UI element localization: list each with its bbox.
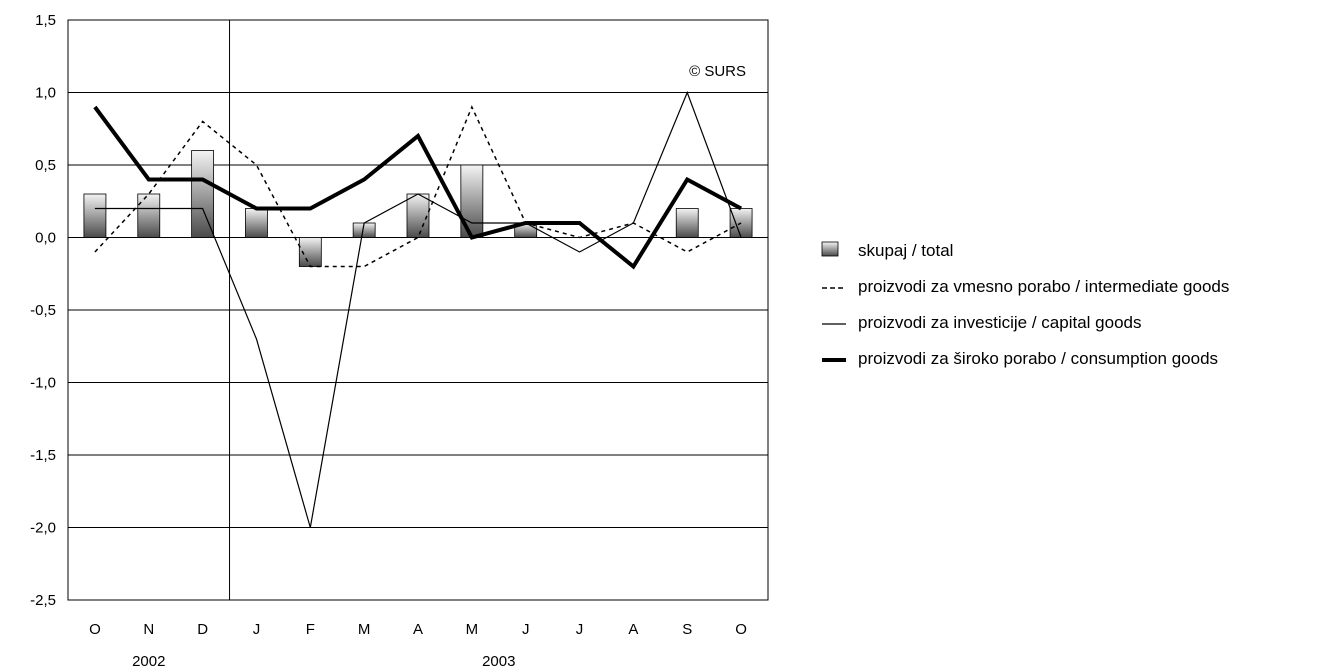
y-tick-label: -2,0 <box>30 520 56 537</box>
x-tick-label: J <box>253 621 261 638</box>
bar-total <box>406 193 430 238</box>
x-tick-label: M <box>466 621 479 638</box>
y-tick-label: 1,0 <box>35 85 56 102</box>
x-tick-label: F <box>306 621 315 638</box>
x-tick-label: A <box>413 621 423 638</box>
copyright-annotation: © SURS <box>689 63 746 80</box>
y-tick-label: -1,5 <box>30 447 56 464</box>
legend-label: proizvodi za vmesno porabo / intermediat… <box>858 277 1229 296</box>
plot-frame <box>67 19 769 601</box>
y-tick-label: -1,0 <box>30 375 56 392</box>
y-tick-label: 0,0 <box>35 230 56 247</box>
bar-total <box>675 208 699 238</box>
y-tick-label: -0,5 <box>30 302 56 319</box>
x-tick-label: S <box>682 621 692 638</box>
x-tick-label: J <box>522 621 530 638</box>
bar-total <box>191 150 215 238</box>
bar-total <box>245 208 268 238</box>
legend-label: skupaj / total <box>858 241 953 260</box>
legend-label: proizvodi za široko porabo / consumption… <box>858 349 1218 368</box>
x-tick-label: M <box>358 621 371 638</box>
x-tick-label: J <box>576 621 584 638</box>
x-tick-label: O <box>735 621 747 638</box>
year-label: 2003 <box>482 653 515 668</box>
bar-total <box>137 193 161 238</box>
bar-total <box>83 193 107 238</box>
x-tick-label: A <box>628 621 638 638</box>
year-label: 2002 <box>132 653 165 668</box>
legend: skupaj / total proizvodi za vmesno porabo… <box>821 241 1229 368</box>
y-tick-label: -2,5 <box>30 592 56 609</box>
y-tick-label: 1,5 <box>35 12 56 29</box>
line-capital-goods <box>94 90 742 528</box>
legend-label: proizvodi za investicije / capital goods <box>858 313 1141 332</box>
legend-swatch-total <box>821 241 839 257</box>
plot-area: 1,5 1,0 0,5 0,0 -0,5 -1,0 -1,5 -2,0 -2,5 O N D J F M A M… <box>30 12 769 668</box>
x-tick-label: N <box>143 621 154 638</box>
line-consumption-goods <box>93 105 743 270</box>
x-tick-label: O <box>89 621 101 638</box>
y-tick-label: 0,5 <box>35 157 56 174</box>
x-tick-label: D <box>197 621 208 638</box>
